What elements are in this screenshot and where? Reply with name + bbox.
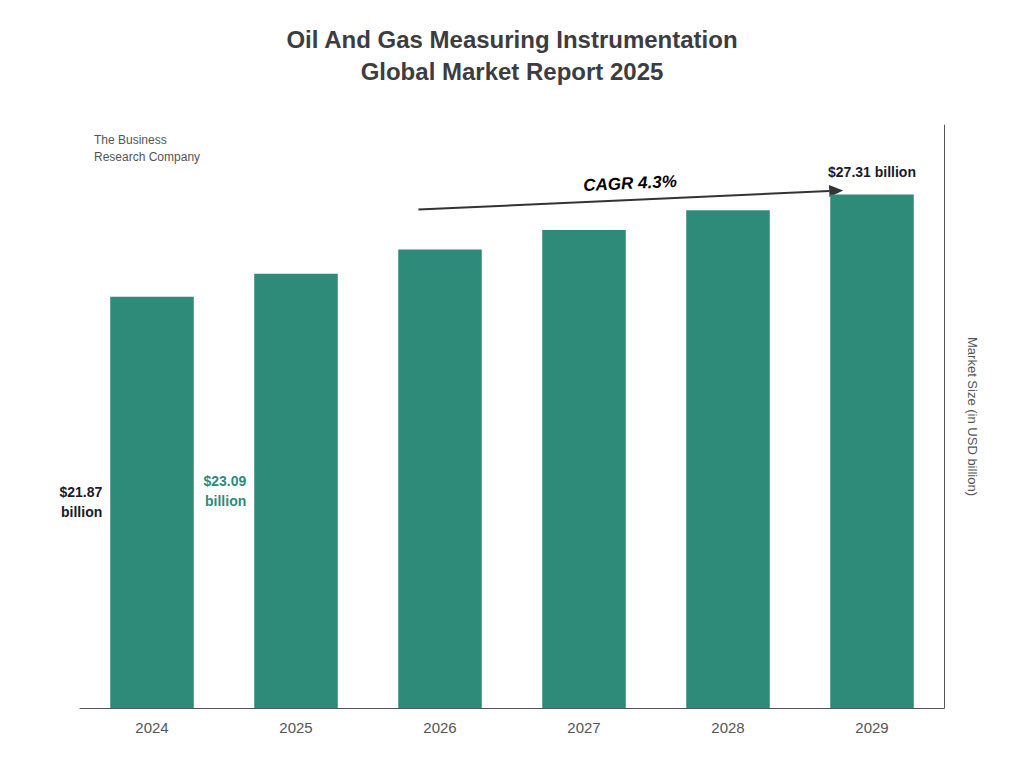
svg-text:4.3%: 4.3% bbox=[637, 172, 678, 193]
svg-text:$27.31 billion: $27.31 billion bbox=[828, 164, 916, 180]
svg-text:billion: billion bbox=[61, 504, 102, 520]
svg-text:2029: 2029 bbox=[855, 719, 888, 736]
svg-text:2026: 2026 bbox=[423, 719, 456, 736]
svg-text:Oil And Gas Measuring Instrume: Oil And Gas Measuring Instrumentation bbox=[286, 26, 737, 53]
svg-text:billion: billion bbox=[205, 493, 246, 509]
svg-text:$23.09: $23.09 bbox=[203, 473, 246, 489]
svg-text:Research Company: Research Company bbox=[94, 150, 200, 164]
svg-text:2025: 2025 bbox=[279, 719, 312, 736]
svg-text:CAGR: CAGR bbox=[583, 174, 635, 195]
svg-text:2027: 2027 bbox=[567, 719, 600, 736]
svg-text:Market Size (in USD billion): Market Size (in USD billion) bbox=[965, 337, 980, 496]
svg-text:Global Market Report 2025: Global Market Report 2025 bbox=[361, 58, 664, 85]
svg-text:The Business: The Business bbox=[94, 133, 167, 147]
svg-text:$21.87: $21.87 bbox=[59, 484, 102, 500]
svg-text:2024: 2024 bbox=[135, 719, 168, 736]
svg-text:2028: 2028 bbox=[711, 719, 744, 736]
